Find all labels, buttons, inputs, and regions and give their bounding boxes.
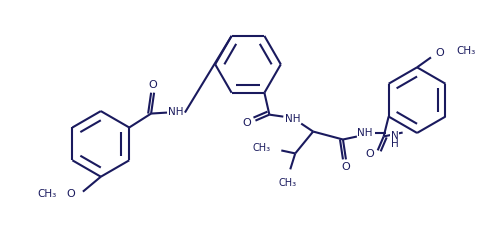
Text: CH₃: CH₃ [457,46,476,56]
Text: NH: NH [168,107,184,117]
Text: CH₃: CH₃ [252,143,270,153]
Text: O: O [67,189,75,199]
Text: H: H [391,139,398,149]
Text: N: N [391,131,398,141]
Text: O: O [242,118,251,128]
Text: O: O [436,48,445,58]
Text: CH₃: CH₃ [278,178,297,188]
Text: O: O [148,80,157,90]
Text: O: O [365,149,374,159]
Text: NH: NH [357,128,373,138]
Text: O: O [342,162,350,172]
Text: CH₃: CH₃ [38,189,57,199]
Text: NH: NH [285,114,300,124]
